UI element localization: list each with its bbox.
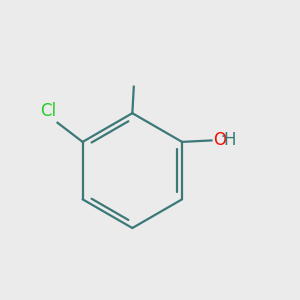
- Text: O: O: [213, 131, 226, 149]
- Text: Cl: Cl: [40, 102, 56, 120]
- Text: ·: ·: [221, 130, 225, 144]
- Text: H: H: [224, 131, 236, 149]
